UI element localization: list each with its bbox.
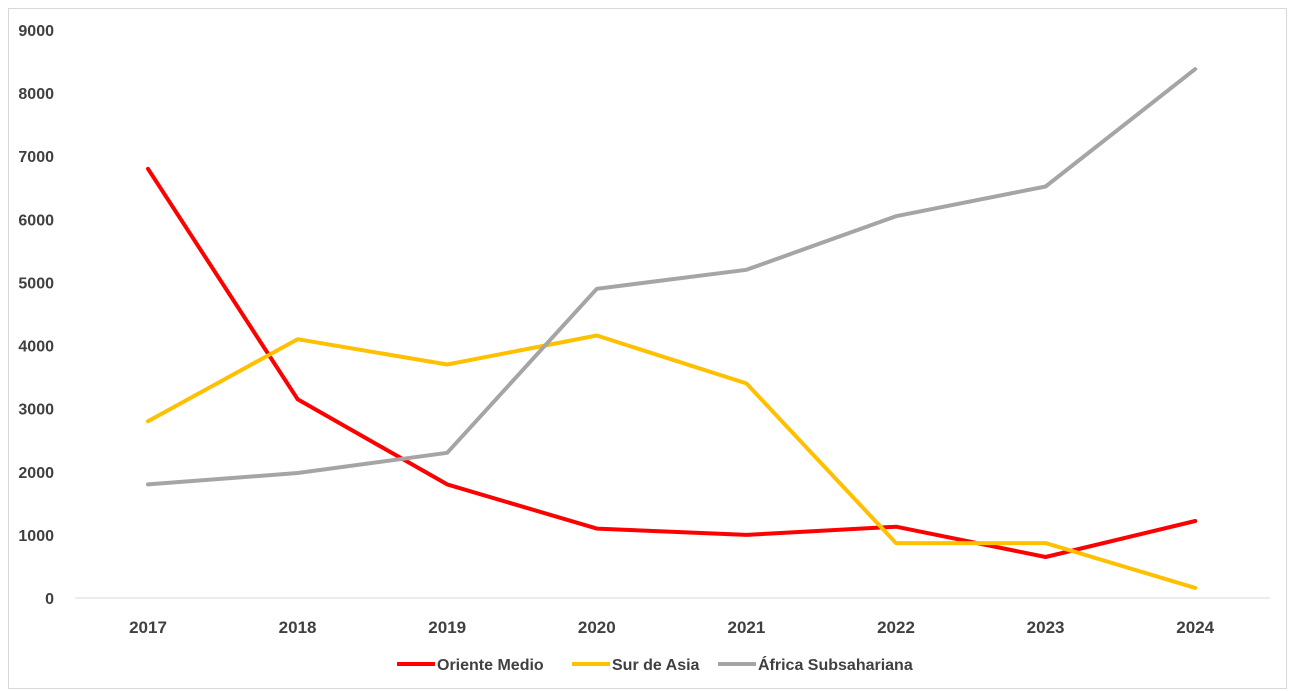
legend-label: África Subsahariana <box>758 655 913 674</box>
x-tick-label: 2024 <box>1176 618 1214 637</box>
x-tick-label: 2017 <box>129 618 167 637</box>
x-tick-label: 2019 <box>428 618 466 637</box>
legend-label: Sur de Asia <box>612 657 700 674</box>
x-tick-label: 2021 <box>727 618 765 637</box>
x-tick-label: 2020 <box>578 618 616 637</box>
series-line-oriente-medio <box>146 166 1198 559</box>
y-tick-label: 2000 <box>18 465 54 482</box>
y-tick-label: 7000 <box>18 149 54 166</box>
legend: Oriente Medio Sur de Asia África Subsahari… <box>397 655 913 674</box>
y-axis-ticks: 0 1000 2000 3000 4000 5000 6000 7000 8000 9000 <box>18 23 54 608</box>
y-tick-label: 6000 <box>18 212 54 229</box>
x-axis-ticks: 2017 2018 2019 2020 2021 2022 2023 2024 <box>129 618 1215 637</box>
chart-frame <box>8 8 1287 689</box>
y-tick-label: 5000 <box>18 275 54 292</box>
x-tick-label: 2018 <box>279 618 317 637</box>
y-tick-label: 3000 <box>18 402 54 419</box>
legend-label: Oriente Medio <box>437 657 544 674</box>
series-line--frica-subsahariana <box>146 67 1198 487</box>
y-tick-label: 0 <box>45 591 54 608</box>
series-line-sur-de-asia <box>146 333 1198 590</box>
series-lines <box>146 67 1198 590</box>
y-tick-label: 4000 <box>18 339 54 356</box>
x-tick-label: 2022 <box>877 618 915 637</box>
x-tick-label: 2023 <box>1027 618 1065 637</box>
y-tick-label: 9000 <box>18 23 54 40</box>
y-tick-label: 8000 <box>18 86 54 103</box>
y-tick-label: 1000 <box>18 528 54 545</box>
